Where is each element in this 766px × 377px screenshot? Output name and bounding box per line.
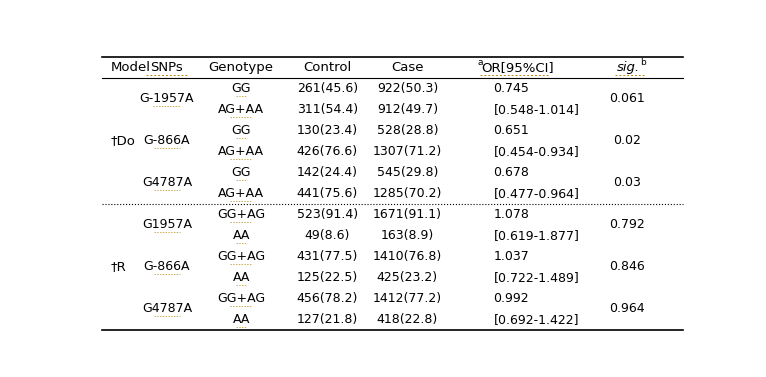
Text: a: a (477, 58, 483, 67)
Text: GG+AG: GG+AG (217, 208, 265, 221)
Text: [0.548-1.014]: [0.548-1.014] (493, 103, 579, 115)
Text: 130(23.4): 130(23.4) (296, 124, 358, 136)
Text: 545(29.8): 545(29.8) (377, 166, 438, 179)
Text: 523(91.4): 523(91.4) (296, 208, 358, 221)
Text: sig.: sig. (617, 61, 640, 74)
Text: 142(24.4): 142(24.4) (296, 166, 358, 179)
Text: Case: Case (391, 61, 424, 74)
Text: 0.792: 0.792 (609, 218, 645, 231)
Text: 0.061: 0.061 (609, 92, 645, 105)
Text: G4787A: G4787A (142, 176, 192, 189)
Text: 418(22.8): 418(22.8) (377, 313, 438, 326)
Text: 49(8.6): 49(8.6) (305, 228, 350, 242)
Text: 1.037: 1.037 (493, 250, 529, 263)
Text: Model: Model (110, 61, 151, 74)
Text: 125(22.5): 125(22.5) (296, 271, 358, 284)
Text: SNPs: SNPs (151, 61, 183, 74)
Text: [0.722-1.489]: [0.722-1.489] (493, 271, 579, 284)
Text: 1285(70.2): 1285(70.2) (373, 187, 442, 199)
Text: 261(45.6): 261(45.6) (296, 81, 358, 95)
Text: GG+AG: GG+AG (217, 292, 265, 305)
Text: 425(23.2): 425(23.2) (377, 271, 438, 284)
Text: †R: †R (110, 260, 126, 273)
Text: [0.619-1.877]: [0.619-1.877] (493, 228, 579, 242)
Text: GG: GG (231, 124, 251, 136)
Text: 1410(76.8): 1410(76.8) (373, 250, 442, 263)
Text: GG: GG (231, 166, 251, 179)
Text: 1.078: 1.078 (493, 208, 529, 221)
Text: G-866A: G-866A (144, 260, 190, 273)
Text: AA: AA (233, 313, 250, 326)
Text: 0.03: 0.03 (613, 176, 641, 189)
Text: 311(54.4): 311(54.4) (296, 103, 358, 115)
Text: Control: Control (303, 61, 352, 74)
Text: 0.678: 0.678 (493, 166, 529, 179)
Text: 1412(77.2): 1412(77.2) (373, 292, 442, 305)
Text: G-1957A: G-1957A (139, 92, 195, 105)
Text: Genotype: Genotype (208, 61, 273, 74)
Text: OR[95%CI]: OR[95%CI] (482, 61, 555, 74)
Text: [0.692-1.422]: [0.692-1.422] (493, 313, 579, 326)
Text: GG+AG: GG+AG (217, 250, 265, 263)
Text: AG+AA: AG+AA (218, 145, 264, 158)
Text: AG+AA: AG+AA (218, 187, 264, 199)
Text: GG: GG (231, 81, 251, 95)
Text: 0.02: 0.02 (613, 134, 641, 147)
Text: 0.651: 0.651 (493, 124, 529, 136)
Text: b: b (640, 58, 646, 67)
Text: †Do: †Do (110, 134, 136, 147)
Text: 0.992: 0.992 (493, 292, 529, 305)
Text: 426(76.6): 426(76.6) (296, 145, 358, 158)
Text: 528(28.8): 528(28.8) (377, 124, 438, 136)
Text: 0.846: 0.846 (609, 260, 645, 273)
Text: 431(77.5): 431(77.5) (296, 250, 358, 263)
Text: G1957A: G1957A (142, 218, 192, 231)
Text: 0.745: 0.745 (493, 81, 529, 95)
Text: 0.964: 0.964 (609, 302, 645, 315)
Text: 163(8.9): 163(8.9) (381, 228, 434, 242)
Text: AG+AA: AG+AA (218, 103, 264, 115)
Text: AA: AA (233, 228, 250, 242)
Text: 922(50.3): 922(50.3) (377, 81, 438, 95)
Text: 1307(71.2): 1307(71.2) (373, 145, 442, 158)
Text: G4787A: G4787A (142, 302, 192, 315)
Text: 441(75.6): 441(75.6) (296, 187, 358, 199)
Text: 1671(91.1): 1671(91.1) (373, 208, 442, 221)
Text: AA: AA (233, 271, 250, 284)
Text: [0.477-0.964]: [0.477-0.964] (493, 187, 579, 199)
Text: G-866A: G-866A (144, 134, 190, 147)
Text: 127(21.8): 127(21.8) (296, 313, 358, 326)
Text: 456(78.2): 456(78.2) (296, 292, 358, 305)
Text: [0.454-0.934]: [0.454-0.934] (493, 145, 579, 158)
Text: 912(49.7): 912(49.7) (377, 103, 438, 115)
